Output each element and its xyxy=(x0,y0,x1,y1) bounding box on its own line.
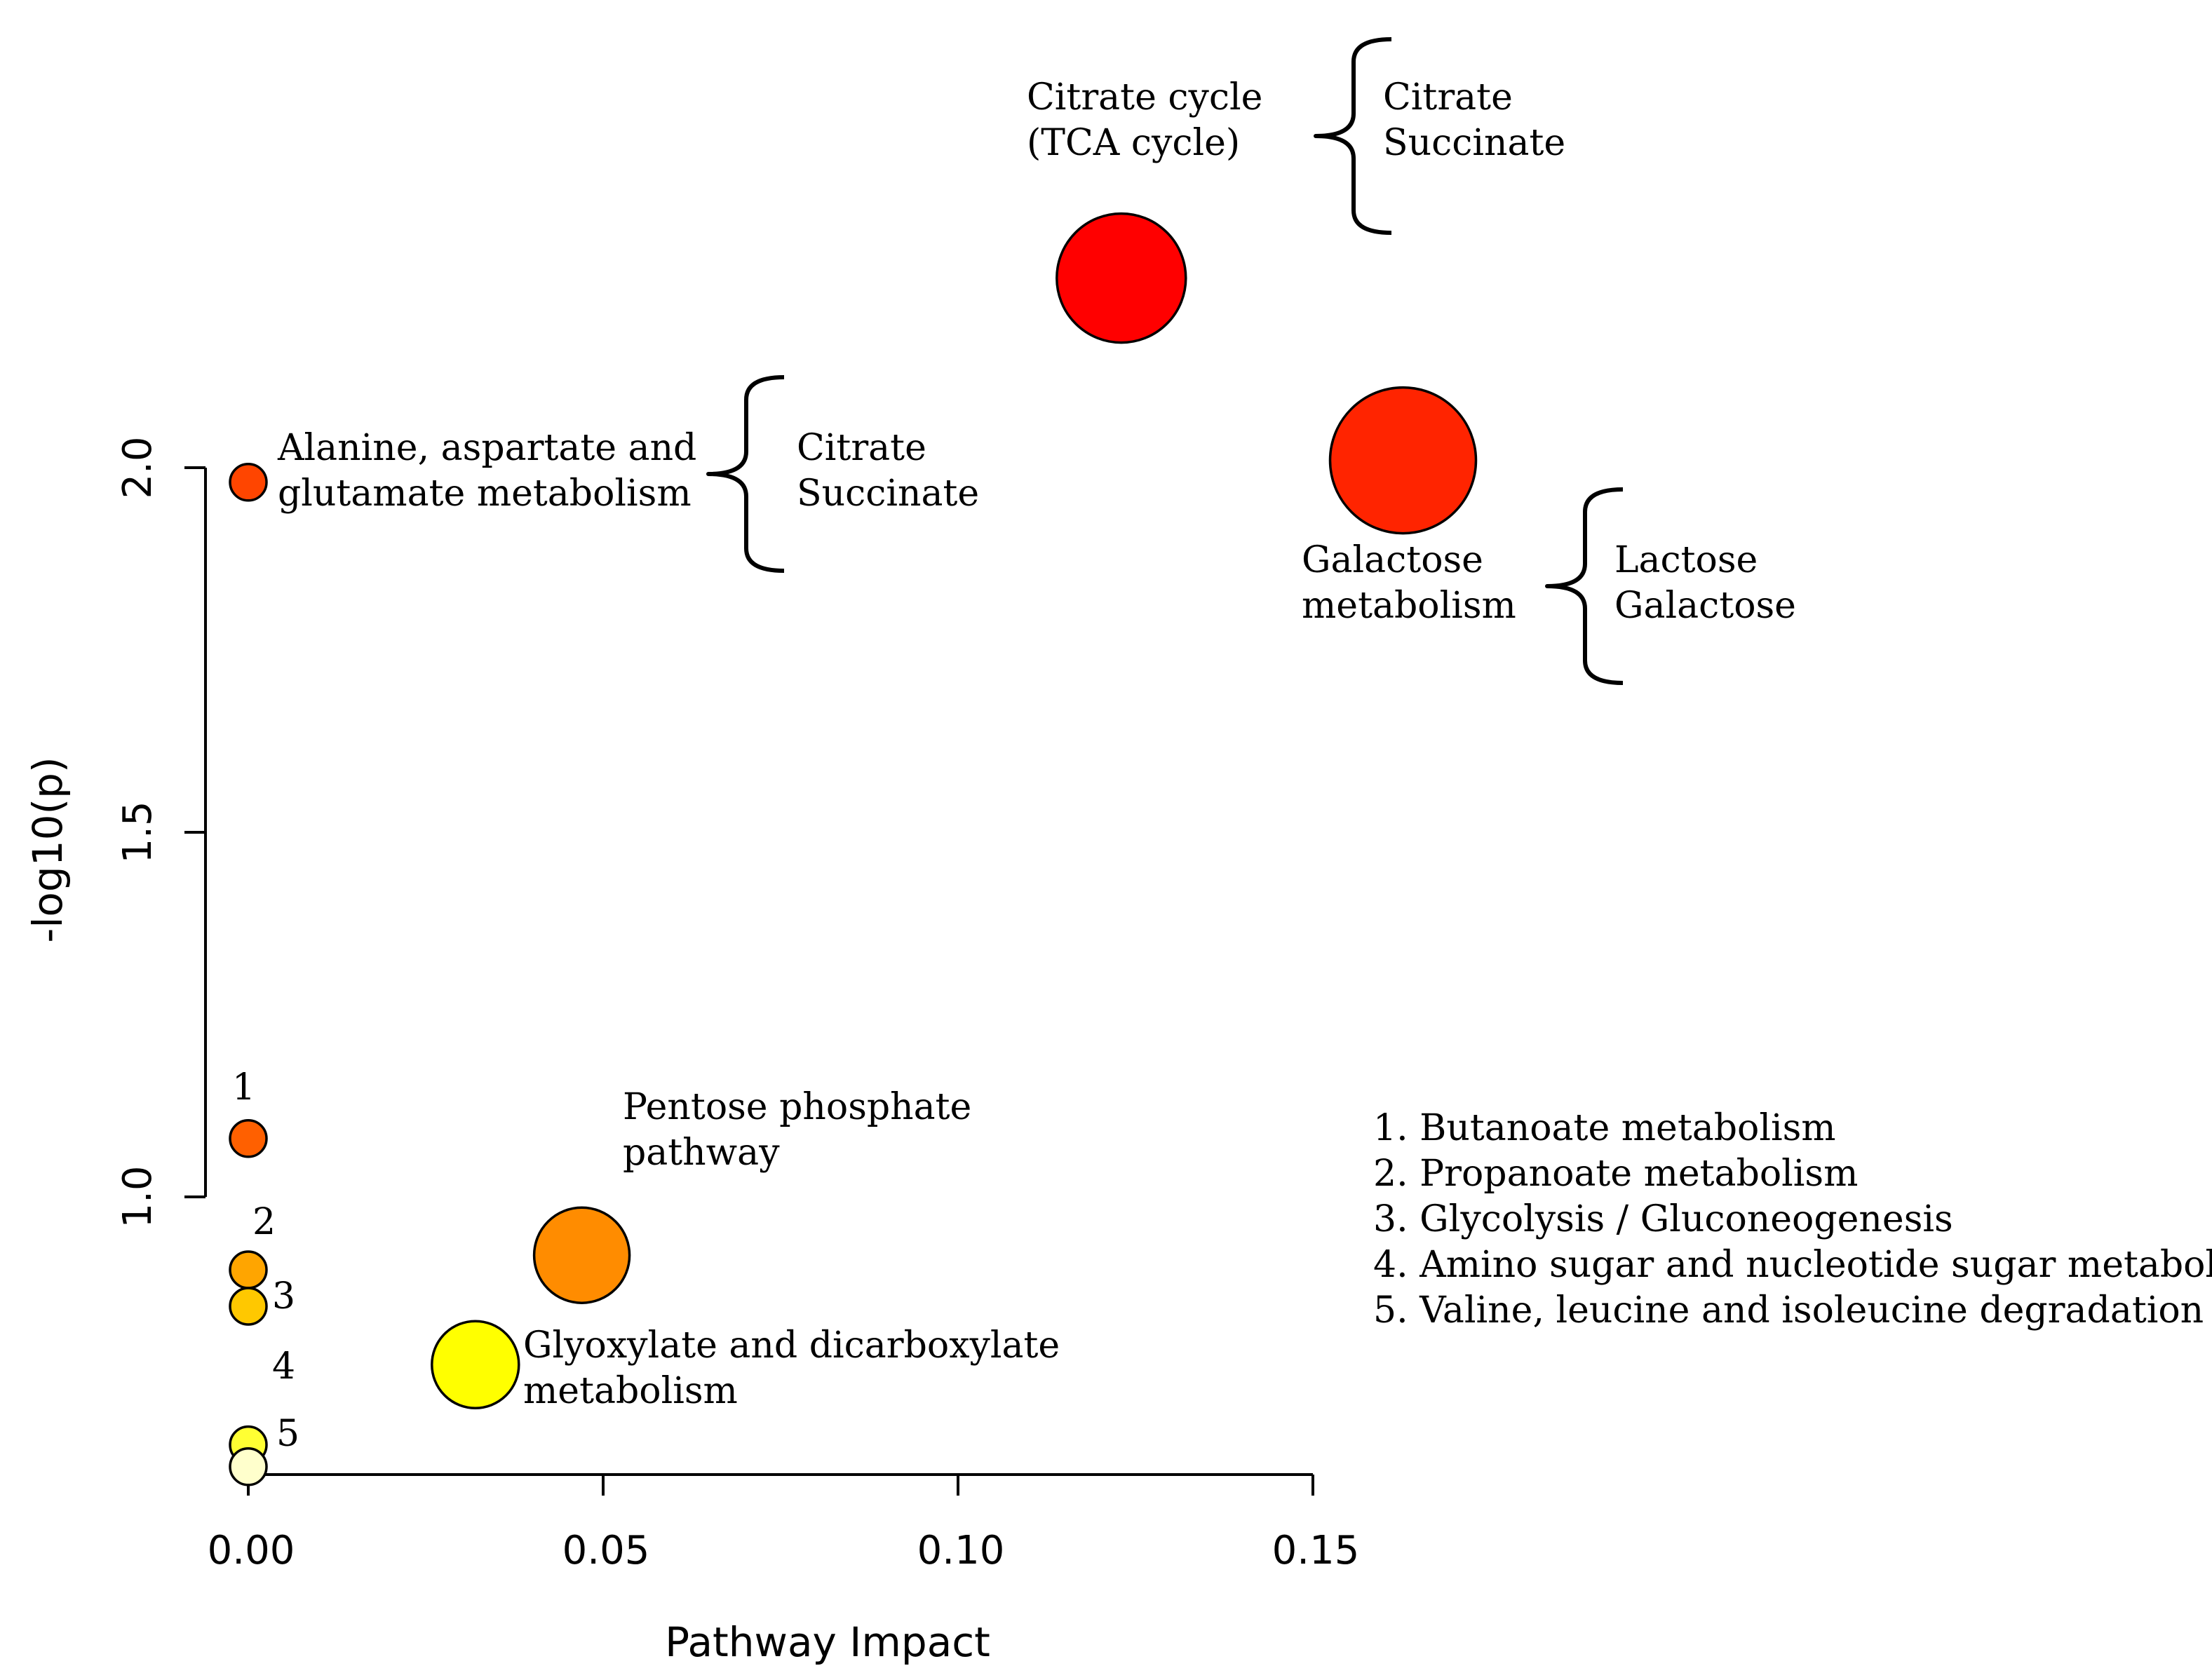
y-tick-label: 1.0 xyxy=(115,1165,161,1228)
y-axis-title: -log10(p) xyxy=(24,757,72,942)
x-tick-label: 0.10 xyxy=(917,1528,1005,1573)
tca-label-line2: (TCA cycle) xyxy=(1027,122,1240,164)
bubble-layer xyxy=(229,212,1478,1486)
alanine-label-line2: glutamate metabolism xyxy=(278,473,692,515)
key-item-1: 1. Butanoate metabolism xyxy=(1373,1107,1836,1149)
point-number-5: 5 xyxy=(276,1413,299,1455)
point-number-4: 4 xyxy=(272,1346,295,1388)
bubble-butanoate-metabolism xyxy=(229,1119,268,1158)
alanine-metabolite-2: Succinate xyxy=(797,473,979,515)
annotations: Citrate cycle (TCA cycle) Citrate Succin… xyxy=(232,37,2212,1455)
galactose-brace xyxy=(1545,487,1624,685)
glyoxylate-label-line1: Glyoxylate and dicarboxylate xyxy=(523,1325,1060,1367)
pentose-label-line1: Pentose phosphate xyxy=(623,1086,971,1128)
tca-metabolite-1: Citrate xyxy=(1383,76,1513,118)
bubble-alanine-aspartate-and-glutamate-metabolism xyxy=(229,463,268,502)
tca-label-line1: Citrate cycle xyxy=(1027,76,1262,118)
galactose-label-line1: Galactose xyxy=(1302,539,1483,581)
glyoxylate-label-line2: metabolism xyxy=(523,1370,738,1412)
bubble-galactose-metabolism xyxy=(1328,386,1478,535)
tca-metabolite-2: Succinate xyxy=(1383,122,1565,164)
point-number-2: 2 xyxy=(252,1201,276,1243)
x-tick-label: 0.00 xyxy=(208,1528,295,1573)
x-axis-title: Pathway Impact xyxy=(665,1618,990,1666)
alanine-metabolite-1: Citrate xyxy=(797,427,926,469)
alanine-label-line1: Alanine, aspartate and xyxy=(277,427,696,469)
bubble-glycolysis-gluconeogenesis xyxy=(229,1287,268,1326)
x-tick-label: 0.15 xyxy=(1272,1528,1360,1573)
y-axis: 2.0 1.5 1.0 -log10(p) xyxy=(24,436,207,1228)
bubble-pentose-phosphate-pathway xyxy=(532,1206,631,1304)
bubble-glyoxylate-and-dicarboxylate-metabolism xyxy=(431,1320,520,1409)
galactose-metabolite-1: Lactose xyxy=(1614,539,1758,581)
y-tick-label: 2.0 xyxy=(115,436,161,499)
bubble-propanoate-metabolism xyxy=(229,1250,268,1289)
tca-brace xyxy=(1314,37,1392,235)
bubble-valine-leucine-and-isoleucine-degradation xyxy=(229,1447,268,1486)
point-number-1: 1 xyxy=(232,1066,255,1109)
key-item-3: 3. Glycolysis / Gluconeogenesis xyxy=(1373,1198,1953,1240)
pentose-label-line2: pathway xyxy=(623,1132,780,1174)
point-number-3: 3 xyxy=(272,1275,295,1317)
numbered-key: 1. Butanoate metabolism 2. Propanoate me… xyxy=(1373,1107,2212,1332)
galactose-metabolite-2: Galactose xyxy=(1614,585,1796,627)
galactose-label-line2: metabolism xyxy=(1302,585,1516,627)
y-tick-label: 1.5 xyxy=(115,801,161,863)
key-item-2: 2. Propanoate metabolism xyxy=(1373,1153,1858,1195)
x-tick-label: 0.05 xyxy=(562,1528,650,1573)
key-item-4: 4. Amino sugar and nucleotide sugar meta… xyxy=(1373,1244,2212,1286)
bubble-citrate-cycle-tca-cycle xyxy=(1056,212,1187,344)
key-item-5: 5. Valine, leucine and isoleucine degrad… xyxy=(1373,1289,2204,1332)
x-axis: 0.00 0.05 0.10 0.15 Pathway Impact xyxy=(208,1473,1360,1666)
alanine-brace xyxy=(706,375,785,573)
